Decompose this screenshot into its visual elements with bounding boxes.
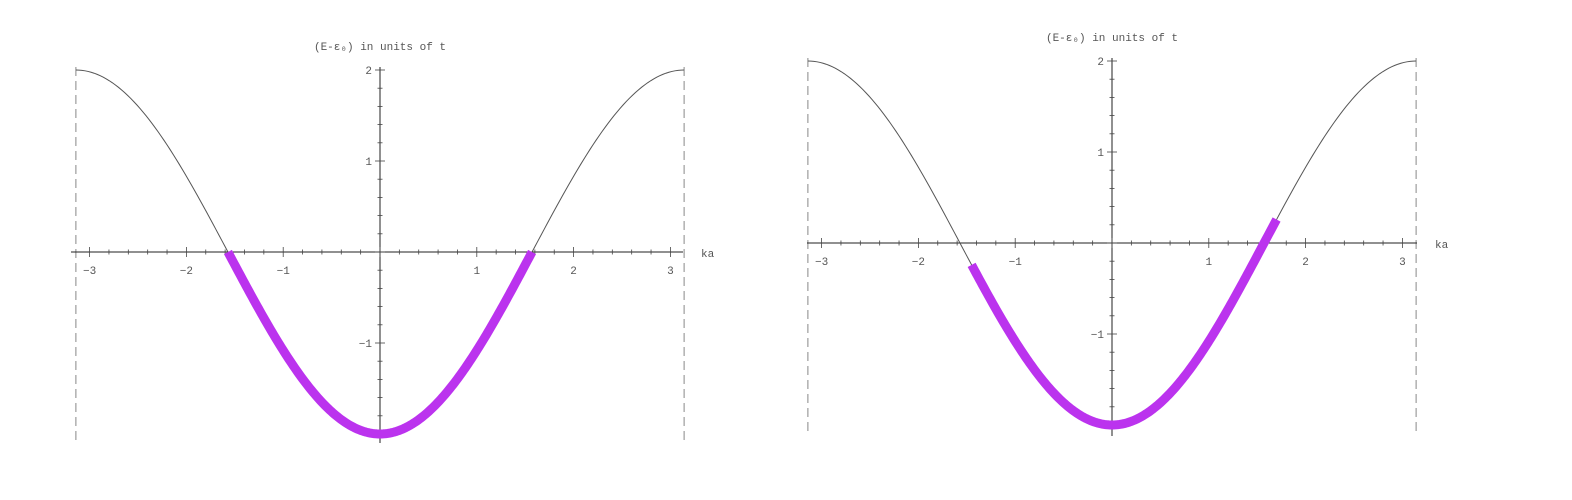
x-tick-label: −2	[912, 257, 925, 269]
y-tick-label: 2	[1097, 57, 1104, 69]
x-tick-label: 3	[1399, 257, 1406, 269]
x-tick-label: −3	[815, 257, 828, 269]
y-tick-label: 2	[365, 66, 372, 78]
y-tick-label: −1	[1091, 330, 1105, 342]
occupied-band-curve	[223, 249, 537, 439]
x-tick-label: −3	[83, 266, 96, 278]
x-tick-label: 1	[473, 266, 480, 278]
x-tick-label: −2	[180, 266, 193, 278]
x-tick-label: −1	[1009, 257, 1023, 269]
y-axis-label: (E-ε₀) in units of t	[314, 42, 446, 54]
y-tick-label: −1	[359, 339, 373, 351]
chart-1: −3 −2 −1 1 2 3 −1 1 2 ka (E-ε₀) in units of t	[71, 42, 715, 443]
x-tick-label: 2	[1302, 257, 1309, 269]
occupied-band-curve	[967, 217, 1281, 430]
x-axis-label: ka	[701, 249, 715, 261]
y-axis-label: (E-ε₀) in units of t	[1046, 33, 1178, 45]
chart-2: −3 −2 −1 1 2 3 −1 1 2 ka (E-ε₀) in units of t	[807, 33, 1449, 436]
x-axis-label: ka	[1435, 240, 1449, 252]
x-tick-label: 3	[667, 266, 674, 278]
x-tick-label: 1	[1205, 257, 1212, 269]
x-tick-label: 2	[570, 266, 577, 278]
y-tick-label: 1	[365, 157, 372, 169]
y-tick-label: 1	[1097, 148, 1104, 160]
x-tick-label: −1	[277, 266, 291, 278]
